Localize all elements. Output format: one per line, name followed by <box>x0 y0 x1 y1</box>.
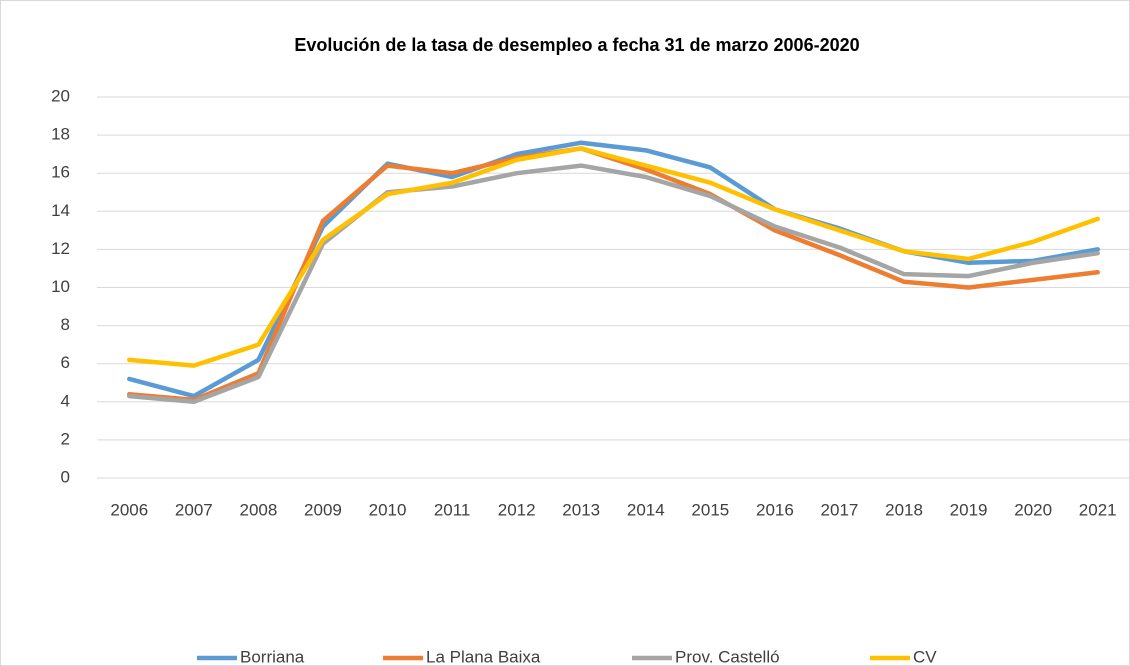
legend-label: La Plana Baixa <box>426 647 541 666</box>
x-tick-label: 2006 <box>110 500 148 519</box>
y-tick-label: 10 <box>51 277 70 296</box>
y-tick-label: 16 <box>51 163 70 182</box>
x-tick-label: 2020 <box>1014 500 1052 519</box>
x-tick-label: 2019 <box>950 500 988 519</box>
legend-label: Prov. Castelló <box>675 647 780 666</box>
x-tick-label: 2009 <box>304 500 342 519</box>
line-series <box>127 163 1100 405</box>
x-tick-label: 2014 <box>627 500 665 519</box>
x-tick-label: 2010 <box>369 500 407 519</box>
y-tick-label: 6 <box>61 353 70 372</box>
x-tick-label: 2011 <box>434 500 471 519</box>
y-tick-label: 12 <box>51 239 70 258</box>
legend-label: CV <box>913 647 937 666</box>
x-tick-label: 2017 <box>821 500 859 519</box>
y-tick-label: 8 <box>61 315 70 334</box>
x-tick-label: 2015 <box>691 500 729 519</box>
y-tick-label: 20 <box>51 86 70 105</box>
x-tick-label: 2012 <box>498 500 536 519</box>
x-tick-label: 2013 <box>562 500 600 519</box>
legend-label: Borriana <box>240 647 305 666</box>
y-tick-label: 2 <box>61 429 70 448</box>
chart-title: Evolución de la tasa de desempleo a fech… <box>294 35 859 55</box>
x-tick-label: 2016 <box>756 500 794 519</box>
x-tick-label: 2008 <box>239 500 277 519</box>
y-tick-label: 0 <box>61 467 70 486</box>
x-tick-label: 2018 <box>885 500 923 519</box>
y-tick-label: 4 <box>61 391 70 410</box>
y-tick-label: 18 <box>51 125 70 144</box>
x-tick-label: 2007 <box>175 500 213 519</box>
y-tick-label: 14 <box>51 201 70 220</box>
x-tick-label: 2021 <box>1079 500 1117 519</box>
line-series <box>127 146 1100 368</box>
